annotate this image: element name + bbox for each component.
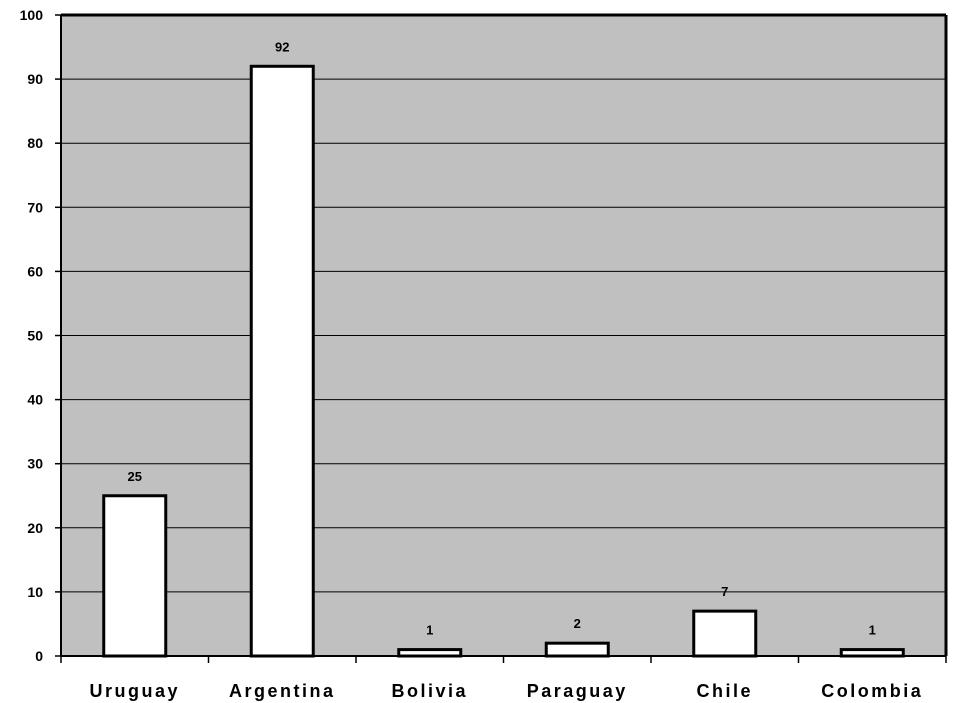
bar [102, 494, 168, 658]
x-category-label: Uruguay [89, 681, 180, 701]
y-tick-label: 70 [27, 199, 43, 215]
data-label: 1 [869, 623, 876, 638]
y-tick-label: 60 [27, 263, 43, 279]
x-category-label: Chile [696, 681, 753, 701]
bar [692, 609, 758, 658]
data-label: 92 [275, 39, 289, 54]
y-tick-label: 50 [27, 328, 43, 344]
bar [544, 641, 610, 658]
bars [102, 64, 905, 658]
data-labels: 25 92 1 2 7 1 [128, 39, 876, 637]
y-tick-label: 80 [27, 135, 43, 151]
data-label: 7 [721, 584, 728, 599]
y-tick-label: 10 [27, 584, 43, 600]
y-tick-label: 20 [27, 520, 43, 536]
data-label: 2 [574, 616, 581, 631]
y-axis-tick-labels: 0 10 20 30 40 50 60 70 80 90 100 [20, 7, 44, 664]
x-category-label: Colombia [821, 681, 923, 701]
y-tick-label: 0 [35, 648, 43, 664]
data-label: 25 [128, 469, 142, 484]
x-category-label: Bolivia [391, 681, 468, 701]
y-tick-label: 100 [20, 7, 44, 23]
y-tick-label: 40 [27, 392, 43, 408]
axes [55, 13, 948, 663]
x-axis-category-labels: Uruguay Argentina Bolivia Paraguay Chile Colo… [89, 681, 923, 701]
bar [249, 64, 315, 658]
y-tick-label: 30 [27, 456, 43, 472]
y-tick-label: 90 [27, 71, 43, 87]
data-label: 1 [426, 623, 433, 638]
x-category-label: Paraguay [527, 681, 628, 701]
x-category-label: Argentina [229, 681, 336, 701]
